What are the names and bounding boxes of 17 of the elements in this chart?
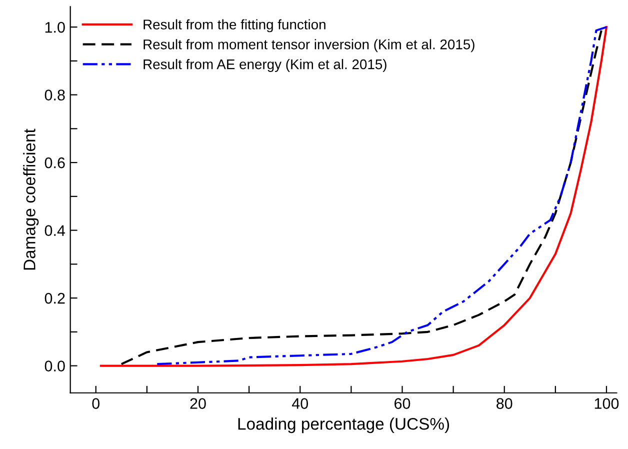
y-tick-label: 0.2 [44,292,65,304]
x-tick-label: 40 [292,398,308,409]
x-tick-label: 0 [92,398,100,409]
y-tick-label: 0.0 [44,360,65,372]
x-axis-title: Loading percentage (UCS%) [238,418,450,434]
y-axis-title: Damage coefficient [23,128,39,270]
y-tick-label: 0.6 [44,157,65,168]
legend-label: Result from the fitting function [144,19,326,32]
x-tick-label: 80 [496,398,512,409]
legend-label: Result from AE energy (Kim et al. 2015) [144,59,386,72]
x-tick-label: 20 [190,398,206,409]
legend-label: Result from moment tensor inversion (Kim et al. 2015) [144,39,474,52]
y-tick-label: 1.0 [45,22,65,33]
x-tick-label: 60 [394,398,410,409]
y-tick-label: 0.4 [44,225,66,236]
x-tick-label: 100 [594,398,619,409]
y-tick-label: 0.8 [44,90,65,100]
